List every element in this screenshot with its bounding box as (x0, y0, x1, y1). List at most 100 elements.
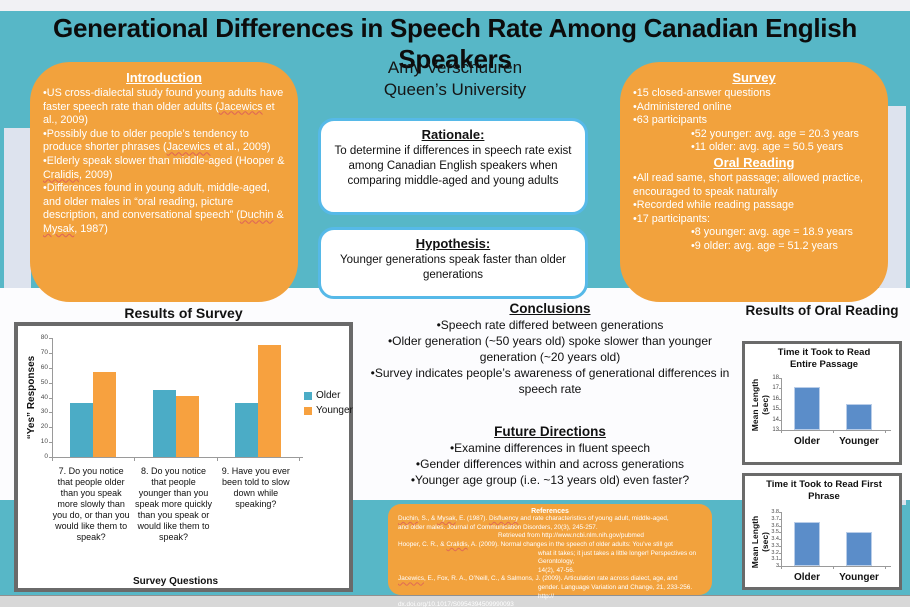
survey-sub-bullet-list: •52 younger: avg. age = 20.3 years •11 ol… (633, 128, 875, 155)
introduction-heading: Introduction (126, 70, 202, 85)
misspelled-word: Disfluency (488, 515, 519, 522)
misspelled-word: Mysak (437, 515, 456, 522)
y-tick-label: 3.6 (771, 522, 779, 529)
legend-item: Younger (304, 405, 353, 416)
y-tick-mark (779, 559, 781, 561)
y-tick-label: 3.1 (771, 556, 779, 563)
y-tick-mark (779, 419, 781, 421)
reference-line: gender. Language Variation and Change, 2… (538, 584, 693, 600)
references-box: References Duchin, S., & Mysak, E. (1987… (388, 504, 712, 607)
y-tick-label: 80 (40, 334, 48, 341)
references-heading: References (531, 508, 569, 515)
future-direction-bullet: •Gender differences within and across ge… (415, 456, 685, 471)
x-tick-mark (781, 430, 782, 433)
y-tick-label: 10 (40, 438, 48, 446)
bottom-band (0, 595, 910, 607)
reference-line: Hooper, C. R., & Cralidis, A. (2009). No… (398, 540, 673, 548)
survey-box: Survey •15 closed-answer questions •Admin… (620, 62, 888, 302)
legend-label: Older (316, 390, 341, 401)
misspelled-word: Jacewics (398, 575, 424, 583)
oral-reading-bullet: •Recorded while reading passage (633, 199, 795, 212)
oral-reading-sub-bullet: •9 older: avg. age = 51.2 years (691, 239, 838, 252)
future-direction-bullet: •Younger age group (i.e. ~13 years old) … (410, 472, 690, 487)
legend-label: Younger (316, 405, 353, 416)
y-tick-mark (779, 388, 781, 390)
oral-chart-first-phrase: Time it Took to Read First Phrase Mean L… (742, 473, 902, 590)
category-label: Older (793, 572, 821, 583)
conclusions-section: Conclusions •Speech rate differed betwee… (368, 301, 732, 398)
legend-item: Older (304, 390, 353, 401)
x-tick-mark (216, 457, 218, 461)
oral-chart-2-title: Time it Took to Read First Phrase (766, 479, 882, 502)
x-tick-mark (885, 566, 886, 569)
y-axis-line (781, 378, 782, 430)
y-tick-mark (779, 518, 781, 520)
introduction-bullet: •US cross-dialectal study found young ad… (43, 87, 284, 127)
reference-line: 14(2), 47-56. (538, 566, 575, 574)
category-label: Older (793, 436, 821, 447)
survey-sub-bullet: •52 younger: avg. age = 20.3 years (691, 127, 859, 140)
references-list: Duchin, S., & Mysak, E. (1987). Disfluen… (398, 515, 702, 607)
y-tick-label: 15 (772, 406, 779, 413)
oral-chart-entire-passage: Time it Took to Read Entire Passage Mean… (742, 341, 902, 465)
conclusion-bullet: •Survey indicates people’s awareness of … (370, 365, 730, 396)
bar-older (70, 403, 94, 457)
rationale-box: Rationale: To determine if differences i… (318, 118, 588, 215)
bar-younger (846, 532, 872, 566)
y-tick-mark (779, 552, 781, 554)
y-tick-mark (49, 338, 52, 339)
y-tick-mark (49, 457, 52, 458)
bar-older (152, 390, 176, 457)
oral-reading-section-title: Results of Oral Reading (745, 303, 899, 318)
category-label: Younger (839, 436, 879, 447)
y-tick-label: 16 (772, 395, 779, 402)
future-direction-bullet: •Examine differences in fluent speech (449, 441, 651, 455)
y-tick-label: 30 (40, 408, 48, 416)
future-directions-section: Future Directions •Examine differences i… (368, 424, 732, 489)
y-tick-mark (779, 539, 781, 540)
oral-reading-bullet: •17 participants: (633, 212, 711, 225)
oral-reading-bullet-list: •All read same, short passage; allowed p… (633, 172, 875, 226)
y-tick-label: 3.7 (771, 515, 779, 522)
y-tick-label: 3.8 (771, 509, 779, 515)
reference-line: and older males. Journal of Communicatio… (398, 523, 598, 531)
bar-younger (257, 345, 281, 457)
reference-line: Duchin, S., & Mysak, E. (1987). Disfluen… (398, 515, 669, 522)
affiliation: Queen’s University (383, 80, 527, 100)
y-tick-label: 17 (772, 385, 779, 392)
y-tick-mark (49, 367, 52, 369)
misspelled-word: Mysak (43, 222, 75, 235)
conclusion-bullet: •Speech rate differed between generation… (436, 318, 664, 332)
introduction-bullet: •Possibly due to older people’s tendency… (43, 127, 271, 154)
author-name: Amy Verschuuren (387, 58, 523, 77)
x-tick-mark (885, 430, 886, 433)
reference-line: what it takes; it just takes a little lo… (538, 549, 697, 566)
legend-swatch (304, 391, 312, 400)
oral-reading-sub-bullet-list: •8 younger: avg. age = 18.9 years •9 olde… (633, 226, 875, 253)
introduction-box: Introduction •US cross-dialectal study f… (30, 62, 298, 302)
survey-bullet: •Administered online (633, 100, 732, 113)
x-axis-line (777, 566, 891, 567)
legend: Older Younger (304, 390, 353, 420)
y-tick-mark (779, 512, 781, 513)
x-tick-mark (833, 566, 834, 569)
y-tick-label: 3.3 (771, 542, 779, 549)
x-tick-mark (299, 457, 300, 461)
y-tick-label: 18 (772, 375, 779, 381)
future-directions-heading: Future Directions (494, 424, 606, 439)
bar-younger (846, 404, 872, 430)
hypothesis-box: Hypothesis: Younger generations speak fa… (318, 227, 588, 299)
y-tick-label: 3.2 (771, 549, 779, 556)
x-axis-line (777, 430, 891, 431)
y-axis-line (52, 338, 53, 457)
category-label: 9. Have you ever been told to slow down … (221, 466, 290, 509)
y-tick-mark (49, 427, 52, 429)
x-tick-mark (52, 457, 53, 461)
misspelled-word: Duchin (239, 209, 274, 222)
y-tick-mark (779, 532, 781, 534)
survey-x-axis-title: Survey Questions (132, 576, 219, 587)
survey-bullet: •63 participants (633, 114, 708, 127)
introduction-bullet-list: •US cross-dialectal study found young ad… (43, 87, 285, 237)
category-label: 8. Do you notice that people younger tha… (134, 466, 213, 542)
